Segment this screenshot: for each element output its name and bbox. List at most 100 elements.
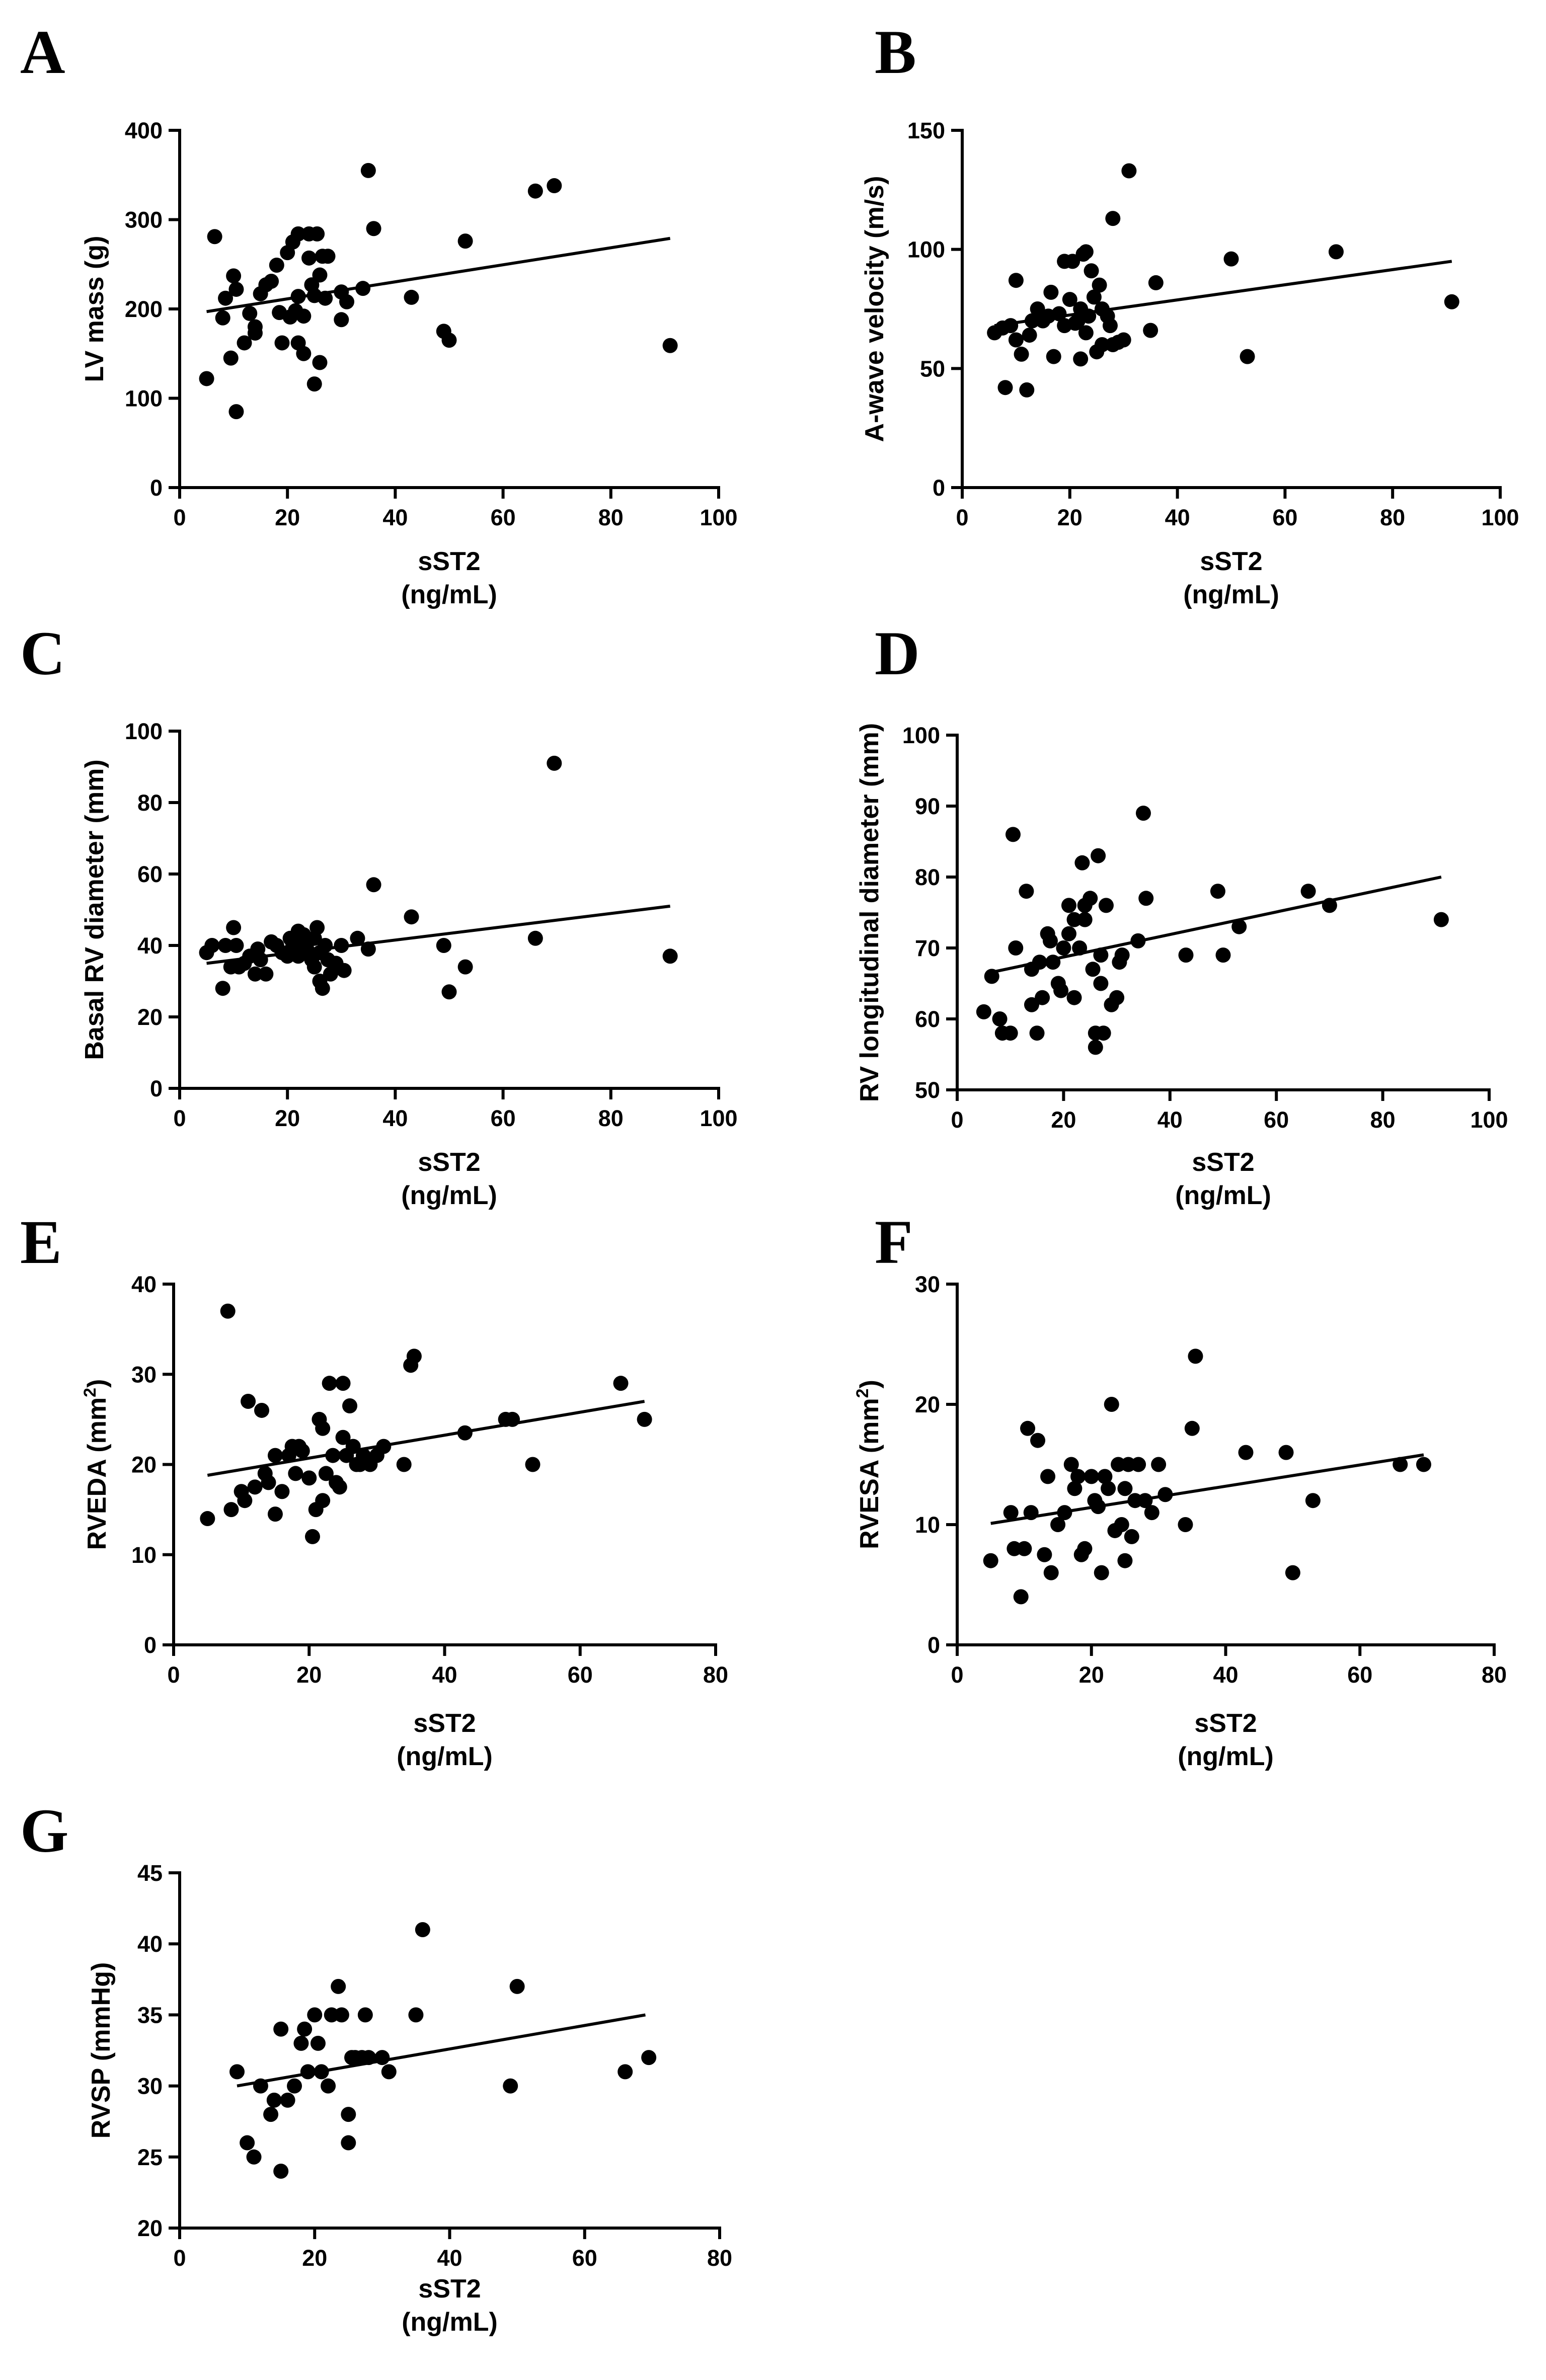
data-point-g xyxy=(503,2078,518,2094)
y-axis-label-c: Basal RV diameter (mm) xyxy=(80,759,109,1060)
data-point-e xyxy=(267,1448,283,1463)
y-tick-label-d: 70 xyxy=(915,935,940,961)
data-point-d xyxy=(1066,990,1082,1005)
x-tick-label-g: 80 xyxy=(707,2245,732,2271)
y-tick-label-e: 10 xyxy=(131,1542,157,1568)
data-point-d xyxy=(1093,947,1109,963)
data-point-f xyxy=(1043,1565,1059,1580)
data-point-a xyxy=(247,319,263,335)
data-point-f xyxy=(1117,1553,1133,1568)
data-point-f xyxy=(1097,1469,1113,1484)
regression-line-e xyxy=(207,1400,645,1477)
data-point-d xyxy=(1130,933,1146,948)
data-point-e xyxy=(637,1411,652,1427)
data-point-b xyxy=(1444,294,1459,309)
y-axis-label-e: RVEDA (mm2) xyxy=(81,1379,112,1550)
data-point-a xyxy=(404,289,419,305)
y-tick-label-e: 30 xyxy=(131,1362,157,1387)
y-tick-label-g: 40 xyxy=(137,1931,163,1957)
data-point-d xyxy=(1322,898,1337,913)
x-tick-label-e: 0 xyxy=(167,1662,180,1688)
data-point-b xyxy=(1073,351,1089,367)
y-tick-label-d: 50 xyxy=(915,1077,940,1103)
x-tick-label-e: 20 xyxy=(296,1662,322,1688)
data-point-g xyxy=(641,2050,657,2066)
data-point-f xyxy=(1305,1493,1321,1509)
y-tick-label-a: 400 xyxy=(125,118,163,143)
data-point-d xyxy=(1178,947,1194,963)
data-point-g xyxy=(273,2164,289,2179)
data-point-c xyxy=(360,941,376,957)
x-tick-label-f: 80 xyxy=(1482,1662,1507,1688)
data-point-g xyxy=(266,2092,282,2108)
data-point-b xyxy=(1086,289,1102,305)
data-point-f xyxy=(1285,1565,1300,1580)
data-point-e xyxy=(332,1479,347,1495)
data-point-d xyxy=(1032,955,1047,970)
data-point-d xyxy=(1035,990,1050,1005)
data-point-c xyxy=(350,930,365,946)
data-point-d xyxy=(1138,891,1154,906)
data-point-f xyxy=(1101,1481,1116,1496)
data-point-c xyxy=(662,948,678,964)
x-axis-label-b: sST2 xyxy=(1200,547,1262,576)
data-point-f xyxy=(1040,1469,1056,1484)
data-point-b xyxy=(1094,337,1110,352)
data-point-g xyxy=(280,2092,295,2108)
x-axis-label-f: sST2 xyxy=(1194,1709,1257,1738)
data-point-c xyxy=(310,920,325,935)
data-point-b xyxy=(1081,308,1097,324)
data-point-a xyxy=(223,350,239,366)
data-point-c xyxy=(547,755,562,771)
data-point-c xyxy=(436,938,451,953)
y-tick-label-c: 60 xyxy=(137,861,163,887)
y-tick-label-d: 100 xyxy=(902,723,940,748)
data-point-f xyxy=(1063,1457,1079,1472)
data-point-d xyxy=(1024,997,1039,1012)
data-point-a xyxy=(306,376,322,392)
data-point-a xyxy=(360,163,376,178)
data-point-e xyxy=(342,1398,358,1413)
x-tick-label-e: 60 xyxy=(568,1662,593,1688)
data-point-e xyxy=(505,1411,520,1427)
data-point-e xyxy=(267,1506,283,1522)
data-point-b xyxy=(1051,306,1067,322)
data-point-f xyxy=(1094,1565,1109,1580)
x-axis-unit-c: (ng/mL) xyxy=(401,1181,497,1210)
data-point-g xyxy=(229,2064,245,2080)
data-point-c xyxy=(226,920,242,935)
data-point-e xyxy=(288,1466,303,1481)
y-axis-label-d: RV longitudinal diameter (mm) xyxy=(855,723,884,1102)
y-tick-label-f: 10 xyxy=(915,1512,940,1538)
data-point-b xyxy=(1328,244,1344,260)
data-point-f xyxy=(1030,1433,1046,1448)
x-tick-label-b: 40 xyxy=(1165,505,1190,530)
data-point-e xyxy=(315,1493,331,1509)
data-point-f xyxy=(1393,1457,1408,1472)
x-tick-label-g: 20 xyxy=(302,2245,327,2271)
x-tick-label-b: 0 xyxy=(956,505,968,530)
x-tick-label-f: 60 xyxy=(1347,1662,1372,1688)
regression-line-a xyxy=(206,236,671,313)
data-point-a xyxy=(215,310,230,326)
data-point-e xyxy=(396,1457,412,1472)
y-tick-label-f: 20 xyxy=(915,1392,940,1417)
data-point-g xyxy=(246,2149,262,2165)
y-tick-label-f: 30 xyxy=(915,1272,940,1297)
data-point-b xyxy=(1030,301,1045,316)
data-point-c xyxy=(336,963,352,978)
data-point-g xyxy=(287,2078,302,2094)
data-point-d xyxy=(1045,955,1061,970)
data-point-e xyxy=(301,1470,317,1486)
data-point-b xyxy=(1046,349,1061,364)
data-point-a xyxy=(269,258,284,273)
data-point-b xyxy=(1116,332,1131,348)
data-point-a xyxy=(237,335,252,351)
x-tick-label-d: 80 xyxy=(1370,1107,1396,1133)
data-point-g xyxy=(381,2064,397,2080)
x-tick-label-d: 40 xyxy=(1157,1107,1183,1133)
regression-line-f xyxy=(990,1453,1424,1525)
data-point-d xyxy=(1098,898,1114,913)
data-point-f xyxy=(1137,1493,1153,1509)
data-point-g xyxy=(293,2035,309,2051)
